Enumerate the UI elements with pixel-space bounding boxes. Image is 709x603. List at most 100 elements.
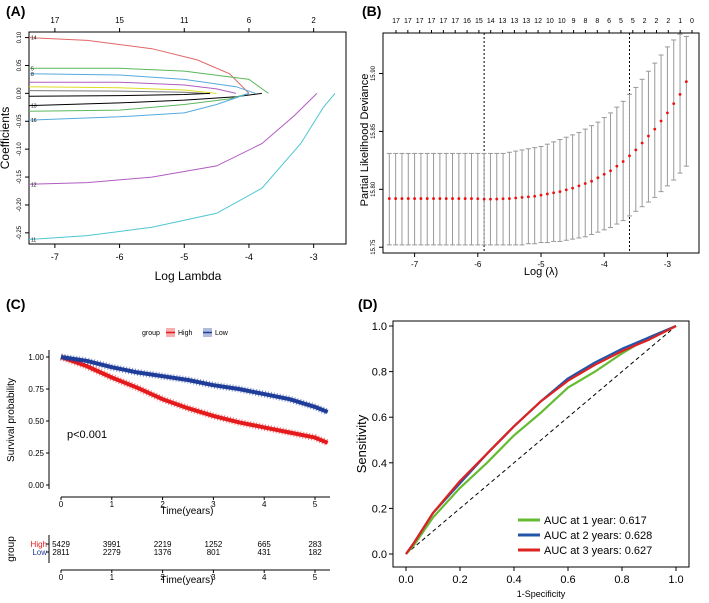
y-tick-label: 0.75 xyxy=(28,385,44,394)
deviance-point xyxy=(463,197,467,200)
coefficient-path-label: 8 xyxy=(31,72,34,78)
risk-count: 1252 xyxy=(205,540,223,549)
top-tick-label: 2 xyxy=(311,16,316,25)
coefficient-path xyxy=(28,73,256,94)
x-tick-label: -7 xyxy=(51,252,59,262)
panel-b-top-ticks: 17 17 17 17 17 17 16 15 14 13 13 13 12 10 10 9 8 8 6 5 5 2 2 2 1… xyxy=(392,18,694,33)
deviance-point xyxy=(432,197,435,200)
deviance-point xyxy=(470,197,473,200)
risk-count: 3991 xyxy=(103,540,121,549)
y-tick-label: 0.6 xyxy=(372,412,387,424)
deviance-point xyxy=(577,184,581,188)
top-tick-label: 2 xyxy=(655,18,659,25)
deviance-point xyxy=(596,176,600,180)
coefficient-path-label: 12 xyxy=(31,182,37,188)
y-tick-label: -0.15 xyxy=(17,170,23,184)
panel-c-pvalue: p<0.001 xyxy=(67,429,107,441)
top-tick-label: 1 xyxy=(678,18,682,25)
deviance-point xyxy=(634,148,638,152)
deviance-point xyxy=(514,196,518,200)
deviance-point xyxy=(501,197,505,201)
x-tick-label: -5 xyxy=(180,252,188,262)
panel-a-top-ticks: 17 15 11 6 2 xyxy=(50,16,316,32)
deviance-point xyxy=(419,197,423,200)
x-tick-label: -6 xyxy=(116,252,124,262)
panel-c-legend: group High Low xyxy=(142,328,229,337)
risk-count: 283 xyxy=(308,540,322,549)
top-tick-label: 13 xyxy=(511,18,519,25)
legend-label: AUC at 3 years: 0.627 xyxy=(544,545,652,557)
x-tick-label: 4 xyxy=(262,500,267,509)
panel-d-legend: AUC at 1 year: 0.617 AUC at 2 years: 0.62… xyxy=(518,515,652,557)
risk-count: 801 xyxy=(207,548,221,557)
coefficient-path xyxy=(28,92,211,97)
deviance-point xyxy=(545,192,549,196)
deviance-point xyxy=(659,119,663,123)
deviance-point xyxy=(508,197,511,200)
deviance-point xyxy=(552,191,556,195)
top-tick-label: 17 xyxy=(416,18,424,25)
deviance-point xyxy=(640,141,644,145)
x-tick-label: 0.0 xyxy=(398,574,413,586)
panel-d-x-label: 1-Specificity xyxy=(517,589,566,599)
x-tick-label: 0.8 xyxy=(614,574,629,586)
panel-b-reference-lines xyxy=(483,33,630,253)
panel-b-label: (B) xyxy=(362,3,381,19)
deviance-point xyxy=(684,80,688,84)
legend-label: Low xyxy=(215,330,229,337)
top-tick-label: 16 xyxy=(463,18,471,25)
y-tick-label: 0.10 xyxy=(17,31,23,43)
risk-row-label: Low xyxy=(32,548,47,557)
coefficient-path xyxy=(28,92,250,112)
top-tick-label: 2 xyxy=(666,18,670,25)
top-tick-label: 12 xyxy=(534,18,542,25)
top-tick-label: 6 xyxy=(607,18,611,25)
panel-c-x-ticks: 0 1 2 3 4 5 xyxy=(59,497,318,509)
coefficient-path xyxy=(28,86,217,94)
deviance-point xyxy=(653,127,657,131)
y-tick-label: 0.50 xyxy=(28,417,44,426)
panel-d-x-ticks: 0.0 0.2 0.4 0.6 0.8 1.0 xyxy=(398,567,684,586)
panel-c-y-ticks: 0.00 0.25 0.50 0.75 1.00 xyxy=(28,353,49,490)
top-tick-label: 2 xyxy=(643,18,647,25)
panel-a-x-label: Log Lambda xyxy=(155,269,222,283)
deviance-point xyxy=(672,102,676,106)
roc-curve xyxy=(405,324,677,555)
coefficient-path xyxy=(28,90,204,94)
legend-label: AUC at 2 years: 0.628 xyxy=(544,530,652,542)
deviance-point xyxy=(590,179,593,183)
panel-a-label: (A) xyxy=(6,3,25,19)
y-tick-label: 15.80 xyxy=(371,181,377,197)
top-tick-label: 15 xyxy=(115,16,124,25)
panel-b-y-label: Partial Likelihood Deviance xyxy=(359,74,371,207)
deviance-point xyxy=(602,172,606,176)
risk-count: 665 xyxy=(258,540,272,549)
coefficient-path-label: 14 xyxy=(31,36,37,42)
x-tick-label: -3 xyxy=(664,260,672,269)
top-tick-label: 13 xyxy=(499,18,507,25)
panel-c-y-label: Survival probability xyxy=(6,378,17,462)
deviance-point xyxy=(628,154,631,158)
y-tick-label: 15.85 xyxy=(371,123,377,139)
y-tick-label: -0.25 xyxy=(17,225,23,239)
deviance-point xyxy=(444,197,448,200)
panel-d-y-ticks: 0.0 0.2 0.4 0.6 0.8 1.0 xyxy=(372,321,393,561)
risk-count: 182 xyxy=(308,548,322,557)
coefficient-path xyxy=(28,93,336,240)
panel-d: (D) 0.0 0.2 0.4 0.6 0.8 1.0 0.0 0.2 0.4 0.6 0.8 1.… xyxy=(354,296,690,599)
deviance-point xyxy=(482,197,486,201)
deviance-point xyxy=(413,197,416,200)
panel-d-y-label: Sensitivity xyxy=(354,414,369,473)
top-tick-label: 17 xyxy=(428,18,436,25)
risk-count: 2279 xyxy=(103,548,121,557)
top-tick-label: 8 xyxy=(595,18,599,25)
coefficient-path xyxy=(28,92,250,121)
x-tick-label: 0 xyxy=(59,500,64,509)
deviance-point xyxy=(564,188,568,192)
survival-censor-marks xyxy=(59,353,330,447)
top-tick-label: 0 xyxy=(690,18,694,25)
